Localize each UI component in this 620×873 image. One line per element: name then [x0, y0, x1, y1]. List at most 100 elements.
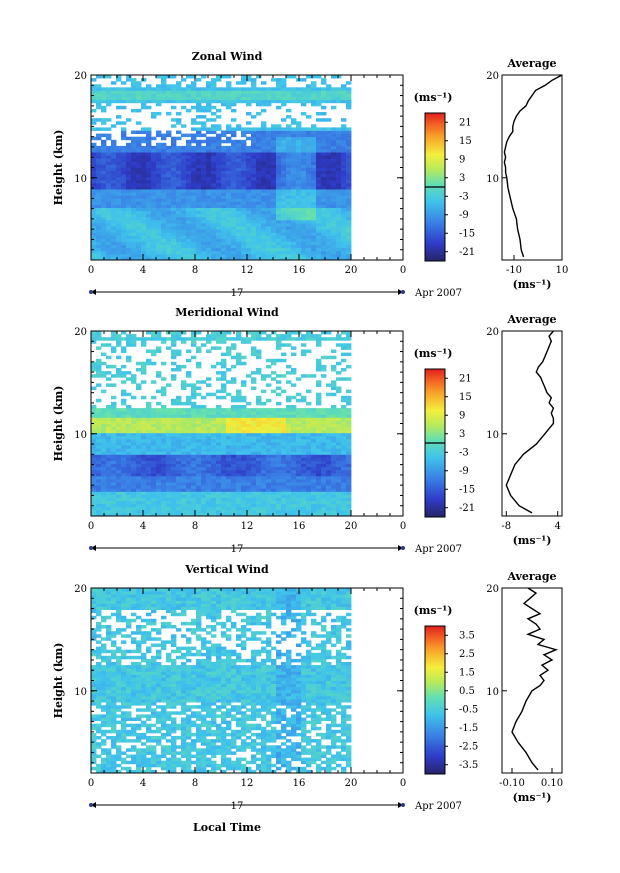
heatmap-cell	[181, 457, 187, 461]
heatmap-cell	[226, 229, 232, 233]
heatmap-cell	[256, 417, 262, 421]
heatmap-cell	[286, 161, 292, 165]
heatmap-cell	[176, 219, 182, 224]
heatmap-cell	[316, 87, 322, 91]
heatmap-cell	[166, 96, 172, 101]
heatmap-cell	[206, 448, 212, 452]
heatmap-cell	[231, 442, 237, 446]
heatmap-cell	[326, 500, 332, 505]
heatmap-cell	[321, 500, 327, 505]
heatmap-cell	[321, 374, 327, 378]
heatmap-cell	[106, 355, 112, 360]
heatmap-cell	[196, 463, 202, 468]
heatmap-cell	[116, 90, 122, 94]
heatmap-cell	[261, 108, 267, 113]
heatmap-cell	[171, 331, 177, 335]
heatmap-cell	[236, 509, 242, 514]
heatmap-cell	[326, 130, 332, 134]
heatmap-cell	[241, 337, 247, 341]
heatmap-cell	[291, 204, 297, 208]
heatmap-cell	[341, 244, 347, 249]
heatmap-cell	[131, 219, 137, 224]
heatmap-cell	[276, 152, 282, 156]
heatmap-cell	[246, 158, 252, 162]
heatmap-cell	[196, 445, 202, 449]
heatmap-cell	[331, 87, 337, 91]
heatmap-cell	[301, 488, 307, 492]
heatmap-cell	[176, 423, 182, 427]
heatmap-cell	[121, 392, 127, 397]
heatmap-cell	[91, 173, 97, 178]
heatmap-cell	[121, 105, 127, 110]
heatmap-cell	[231, 152, 237, 156]
heatmap-cell	[251, 195, 257, 199]
heatmap-cell	[316, 457, 322, 461]
heatmap-cell	[311, 186, 317, 190]
heatmap-cell	[111, 96, 117, 101]
heatmap-cell	[91, 408, 97, 412]
heatmap-cell	[326, 466, 332, 471]
heatmap-cell	[326, 118, 332, 122]
heatmap-cell	[191, 426, 197, 431]
heatmap-cell	[281, 161, 287, 165]
heatmap-cell	[346, 164, 352, 168]
heatmap-cell	[116, 164, 122, 168]
heatmap-cell	[131, 485, 137, 489]
heatmap-cell	[111, 432, 117, 437]
heatmap-cell	[186, 229, 192, 233]
heatmap-cell	[206, 250, 212, 255]
heatmap-cell	[346, 219, 352, 224]
heatmap-cell	[111, 201, 117, 205]
heatmap-cell	[266, 139, 272, 144]
heatmap-cell	[246, 438, 252, 443]
heatmap-cell	[196, 90, 202, 94]
heatmap-cell	[226, 173, 232, 178]
heatmap-cell	[261, 170, 267, 175]
heatmap-cell	[101, 173, 107, 178]
heatmap-cell	[341, 176, 347, 181]
heatmap-cell	[206, 349, 212, 353]
heatmap-cell	[226, 90, 232, 94]
heatmap-cell	[241, 164, 247, 168]
heatmap-cell	[341, 189, 347, 193]
heatmap-cell	[111, 475, 117, 480]
heatmap-cell	[241, 182, 247, 187]
heatmap-cell	[271, 417, 277, 421]
heatmap-cell	[126, 250, 132, 255]
heatmap-cell	[171, 90, 177, 94]
heatmap-cell	[126, 497, 132, 501]
heatmap-cell	[261, 201, 267, 205]
heatmap-cell	[221, 395, 227, 400]
heatmap-cell	[96, 173, 102, 178]
heatmap-cell	[161, 152, 167, 156]
heatmap-cell	[146, 216, 152, 221]
heatmap-cell	[276, 158, 282, 162]
heatmap-cell	[141, 127, 147, 131]
heatmap-cell	[121, 219, 127, 224]
heatmap-cell	[156, 429, 162, 434]
heatmap-cell	[321, 133, 327, 138]
heatmap-cell	[191, 170, 197, 175]
heatmap-cell	[241, 216, 247, 221]
heatmap-cell	[166, 426, 172, 431]
heatmap-cell	[126, 182, 132, 187]
heatmap-cell	[241, 445, 247, 449]
heatmap-cell	[151, 250, 157, 255]
heatmap-cell	[236, 485, 242, 489]
heatmap-cell	[216, 133, 222, 138]
heatmap-cell	[266, 435, 272, 440]
heatmap-cell	[331, 223, 337, 227]
heatmap-cell	[156, 488, 162, 492]
heatmap-cell	[341, 457, 347, 461]
heatmap-cell	[221, 383, 227, 387]
heatmap-cell	[216, 216, 222, 221]
heatmap-cell	[101, 343, 107, 347]
heatmap-cell	[331, 186, 337, 190]
heatmap-cell	[306, 435, 312, 440]
heatmap-cell	[206, 256, 212, 261]
heatmap-cell	[186, 189, 192, 193]
heatmap-cell	[181, 454, 187, 458]
heatmap-cell	[101, 497, 107, 501]
heatmap-cell	[326, 145, 332, 150]
heatmap-cell	[276, 491, 282, 495]
